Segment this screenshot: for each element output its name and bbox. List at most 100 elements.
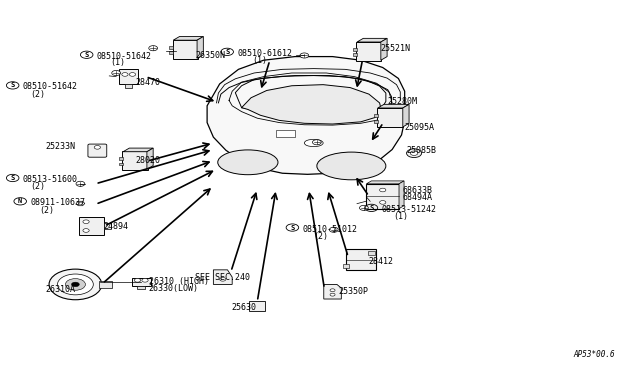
Bar [276, 130, 295, 137]
Polygon shape [378, 104, 409, 108]
Circle shape [94, 145, 100, 149]
Polygon shape [197, 36, 204, 58]
Text: AP53*00.6: AP53*00.6 [573, 350, 615, 359]
Bar [367, 184, 399, 209]
Bar [170, 46, 173, 49]
Polygon shape [147, 148, 153, 169]
Polygon shape [403, 104, 409, 127]
Text: (1): (1) [393, 212, 408, 221]
Circle shape [380, 201, 386, 204]
Text: (1): (1) [252, 57, 268, 65]
Text: S: S [10, 82, 15, 89]
Text: 08513-51600: 08513-51600 [22, 175, 77, 184]
Bar [346, 249, 376, 270]
Text: (2): (2) [30, 182, 45, 191]
Circle shape [134, 279, 141, 282]
Bar [368, 251, 374, 256]
Ellipse shape [317, 152, 386, 180]
Circle shape [410, 151, 418, 155]
Text: 25085B: 25085B [406, 146, 436, 155]
Bar [125, 84, 132, 87]
Circle shape [330, 289, 335, 292]
Text: 28020: 28020 [135, 156, 160, 165]
Circle shape [300, 53, 308, 58]
Bar [132, 278, 150, 286]
Circle shape [142, 279, 148, 282]
Bar [170, 51, 173, 54]
Circle shape [360, 205, 368, 211]
Circle shape [330, 293, 335, 296]
FancyBboxPatch shape [356, 42, 381, 61]
Circle shape [58, 274, 93, 295]
Circle shape [78, 202, 83, 205]
Circle shape [220, 278, 226, 281]
Text: S: S [291, 225, 294, 231]
Bar [138, 286, 145, 289]
Polygon shape [242, 85, 381, 124]
Text: 08510-61612: 08510-61612 [237, 49, 292, 58]
Text: 68633B: 68633B [403, 186, 433, 195]
Circle shape [122, 73, 128, 76]
Text: 68494A: 68494A [403, 193, 433, 202]
Polygon shape [399, 181, 404, 209]
Bar [79, 217, 104, 235]
Text: 26350N: 26350N [196, 51, 226, 60]
Text: 08513-51242: 08513-51242 [381, 205, 436, 214]
Bar [119, 157, 123, 160]
Text: 08510-51642: 08510-51642 [97, 52, 152, 61]
Bar [374, 120, 378, 123]
Text: 08911-10637: 08911-10637 [30, 198, 85, 207]
FancyBboxPatch shape [173, 40, 198, 59]
Bar [343, 264, 349, 268]
Polygon shape [381, 38, 387, 60]
Circle shape [83, 220, 89, 224]
Bar [353, 53, 357, 56]
Circle shape [65, 279, 85, 290]
Text: 08510-51642: 08510-51642 [22, 82, 77, 92]
Text: 24894: 24894 [104, 222, 129, 231]
Text: 26310 (HIGH): 26310 (HIGH) [148, 277, 209, 286]
Text: 25630: 25630 [231, 302, 256, 311]
Text: 08510-51012: 08510-51012 [303, 225, 357, 234]
Bar [353, 48, 357, 51]
Circle shape [49, 269, 102, 300]
Text: S: S [369, 205, 374, 211]
Polygon shape [173, 36, 204, 40]
Bar [99, 281, 111, 288]
Polygon shape [213, 270, 232, 285]
Polygon shape [357, 38, 387, 42]
Circle shape [312, 140, 321, 145]
Text: 25521N: 25521N [380, 44, 410, 53]
Bar [119, 69, 138, 84]
Ellipse shape [218, 150, 278, 175]
Text: 28412: 28412 [369, 257, 394, 266]
Text: (2): (2) [39, 206, 54, 215]
Text: S: S [10, 175, 15, 181]
Bar [119, 163, 123, 166]
FancyBboxPatch shape [122, 151, 148, 170]
Polygon shape [367, 181, 404, 184]
Text: 25280M: 25280M [388, 97, 418, 106]
FancyBboxPatch shape [377, 108, 403, 127]
Polygon shape [76, 201, 85, 206]
Polygon shape [324, 285, 341, 299]
Text: 28470: 28470 [135, 78, 160, 87]
Circle shape [406, 149, 422, 158]
Text: 25350P: 25350P [339, 287, 369, 296]
Circle shape [83, 229, 89, 232]
Text: (2): (2) [314, 232, 329, 241]
Bar [374, 114, 378, 117]
Bar [104, 223, 111, 229]
Text: (1): (1) [110, 58, 125, 67]
Text: S: S [225, 49, 229, 55]
Ellipse shape [305, 140, 323, 147]
Text: (2): (2) [30, 90, 45, 99]
Text: 25233N: 25233N [45, 142, 76, 151]
Circle shape [330, 227, 338, 232]
Circle shape [148, 46, 157, 51]
Circle shape [380, 188, 386, 192]
FancyBboxPatch shape [88, 144, 107, 157]
Text: 26310A: 26310A [45, 285, 76, 294]
Text: 26330(LOW): 26330(LOW) [148, 284, 199, 293]
Bar [249, 301, 266, 311]
